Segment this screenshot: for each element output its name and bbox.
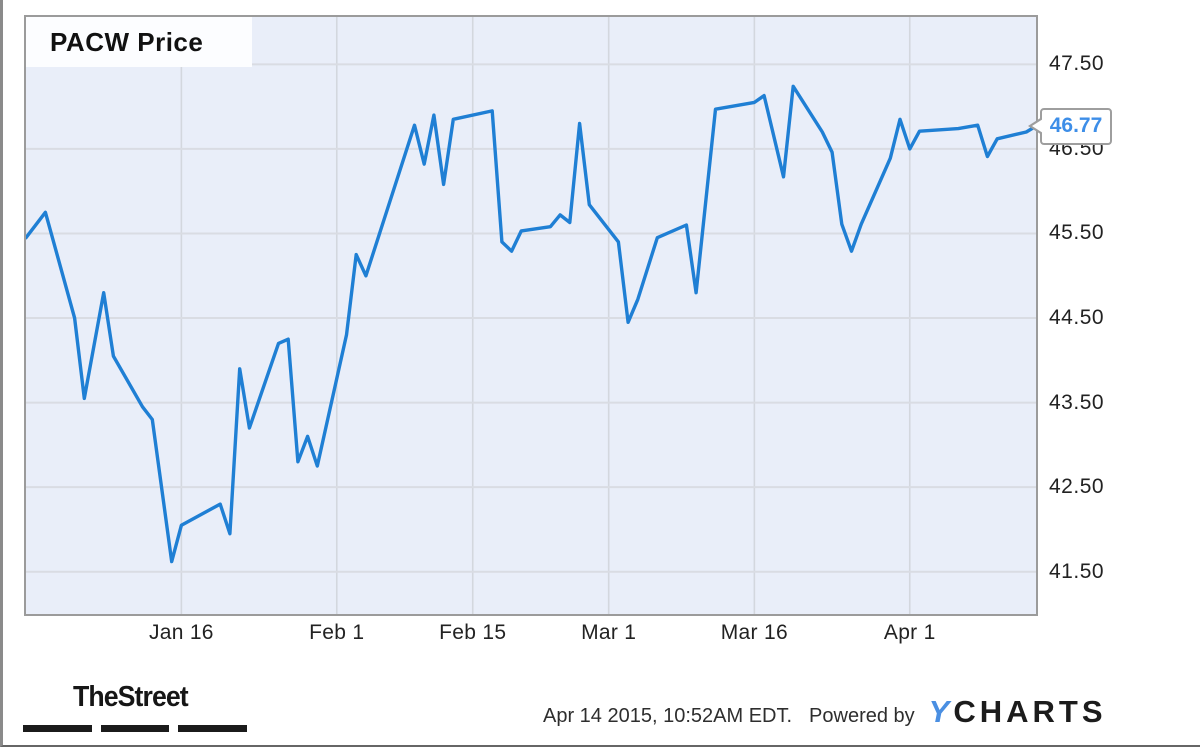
- timestamp: Apr 14 2015, 10:52AM EDT.: [543, 705, 793, 727]
- y-tick-label: 44.50: [1049, 306, 1105, 330]
- y-tick-label: 42.50: [1049, 475, 1105, 499]
- x-tick-label: Feb 1: [309, 621, 365, 644]
- footer-attribution: Apr 14 2015, 10:52AM EDT. Powered by YCH…: [543, 694, 1107, 730]
- powered-by-label: Powered by: [809, 705, 915, 727]
- x-tick-label: Feb 15: [439, 621, 507, 644]
- y-tick-label: 45.50: [1049, 221, 1105, 245]
- ycharts-logo: YCHARTS: [929, 694, 1107, 730]
- y-tick-label: 43.50: [1049, 390, 1105, 414]
- chart-title-patch: PACW Price: [26, 17, 252, 67]
- x-tick-label: Mar 16: [720, 621, 788, 644]
- last-price-value: 46.77: [1049, 114, 1103, 138]
- dash: [178, 725, 248, 732]
- last-price-callout: 46.77: [1040, 107, 1112, 145]
- thestreet-wordmark: TheStreet: [73, 681, 189, 713]
- x-tick-label: Jan 16: [148, 621, 214, 644]
- price-chart-plot: PACW Price: [24, 15, 1038, 616]
- ycharts-wordmark: CHARTS: [953, 694, 1107, 729]
- thestreet-dashes: [23, 725, 248, 732]
- price-line-chart: [26, 17, 1036, 614]
- dash: [23, 725, 92, 732]
- x-tick-label: Apr 1: [883, 621, 936, 644]
- y-tick-label: 47.50: [1049, 52, 1105, 76]
- y-tick-label: 41.50: [1049, 559, 1105, 583]
- x-tick-label: Mar 1: [581, 621, 637, 644]
- dash: [100, 725, 170, 732]
- thestreet-logo: TheStreet: [23, 681, 248, 732]
- ycharts-y-glyph: Y: [928, 694, 954, 729]
- chart-title: PACW Price: [50, 27, 204, 57]
